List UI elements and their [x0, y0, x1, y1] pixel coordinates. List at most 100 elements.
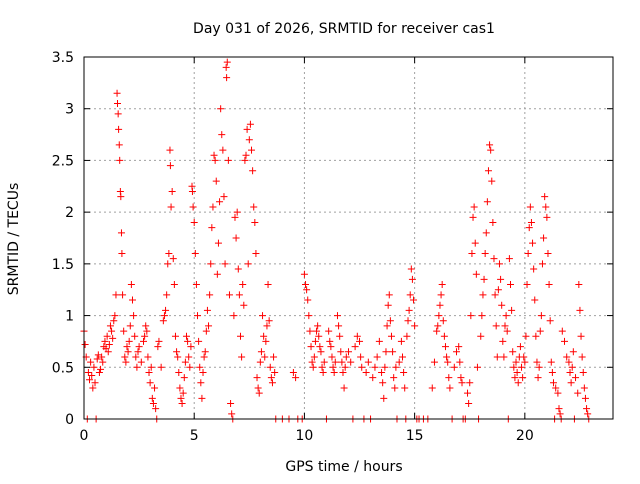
data-point [386, 317, 394, 325]
data-point [178, 399, 186, 407]
data-point [356, 337, 364, 345]
data-point [480, 275, 488, 283]
data-points [80, 58, 593, 423]
data-point [176, 384, 184, 392]
data-point [329, 363, 337, 371]
data-point [125, 337, 133, 345]
data-point [440, 332, 448, 340]
data-point [555, 405, 563, 413]
data-point [336, 332, 344, 340]
data-point [135, 343, 143, 351]
data-point [572, 374, 580, 382]
data-point [305, 312, 313, 320]
data-point [576, 306, 584, 314]
data-point [543, 213, 551, 221]
data-point [81, 341, 89, 349]
data-point [223, 58, 231, 66]
data-point [132, 353, 140, 361]
data-point [267, 374, 275, 382]
data-point [87, 358, 95, 366]
data-point [339, 368, 347, 376]
data-point [149, 399, 157, 407]
data-point [130, 312, 138, 320]
data-point [488, 177, 496, 185]
data-point [262, 337, 270, 345]
data-point [351, 343, 359, 351]
y-tick-label: 2 [65, 205, 74, 221]
data-point [381, 363, 389, 371]
data-point [574, 389, 582, 397]
data-point [525, 224, 533, 232]
data-point [233, 208, 241, 216]
data-point [514, 379, 522, 387]
x-tick-label: 0 [80, 428, 89, 444]
data-point [303, 286, 311, 294]
data-point [387, 332, 395, 340]
data-point [261, 353, 269, 361]
data-point [263, 322, 271, 330]
data-point [235, 291, 243, 299]
data-point [535, 363, 543, 371]
data-point [127, 281, 135, 289]
data-point [165, 250, 173, 258]
data-point [472, 270, 480, 278]
data-point [227, 399, 235, 407]
data-point [104, 348, 112, 356]
data-point [93, 355, 101, 363]
data-point [195, 337, 203, 345]
data-point [145, 368, 153, 376]
data-point [171, 332, 179, 340]
data-point [213, 270, 221, 278]
x-axis-label: GPS time / hours [285, 459, 402, 475]
data-point [457, 374, 465, 382]
data-point [326, 337, 334, 345]
data-point [250, 203, 258, 211]
data-point [382, 348, 390, 356]
data-point [185, 353, 193, 361]
data-point [270, 353, 278, 361]
data-point [513, 368, 521, 376]
data-point [166, 146, 174, 154]
data-point [538, 260, 546, 268]
data-point [147, 363, 155, 371]
data-point [112, 291, 120, 299]
data-point [90, 363, 98, 371]
data-point [214, 239, 222, 247]
data-point [337, 348, 345, 356]
data-point [399, 353, 407, 361]
data-point [121, 353, 129, 361]
data-point [565, 358, 573, 366]
data-point [103, 332, 111, 340]
data-point [566, 368, 574, 376]
data-point [201, 348, 209, 356]
data-point [180, 374, 188, 382]
data-point [244, 260, 252, 268]
data-point [533, 358, 541, 366]
data-point [521, 358, 529, 366]
data-point [307, 343, 315, 351]
data-point [494, 286, 502, 294]
data-point [308, 358, 316, 366]
data-point [200, 353, 208, 361]
data-point [117, 229, 125, 237]
data-point [362, 368, 370, 376]
data-point [410, 296, 418, 304]
data-point [509, 348, 517, 356]
data-point [364, 358, 372, 366]
data-point [430, 358, 438, 366]
data-point [99, 358, 107, 366]
data-point [265, 317, 273, 325]
data-point [544, 250, 552, 258]
data-point [464, 389, 472, 397]
data-point [95, 368, 103, 376]
data-point [255, 389, 263, 397]
data-point [199, 368, 207, 376]
data-point [438, 281, 446, 289]
data-point [142, 322, 150, 330]
data-point [541, 193, 549, 201]
data-point [169, 255, 177, 263]
data-point [379, 379, 387, 387]
data-point [216, 198, 224, 206]
